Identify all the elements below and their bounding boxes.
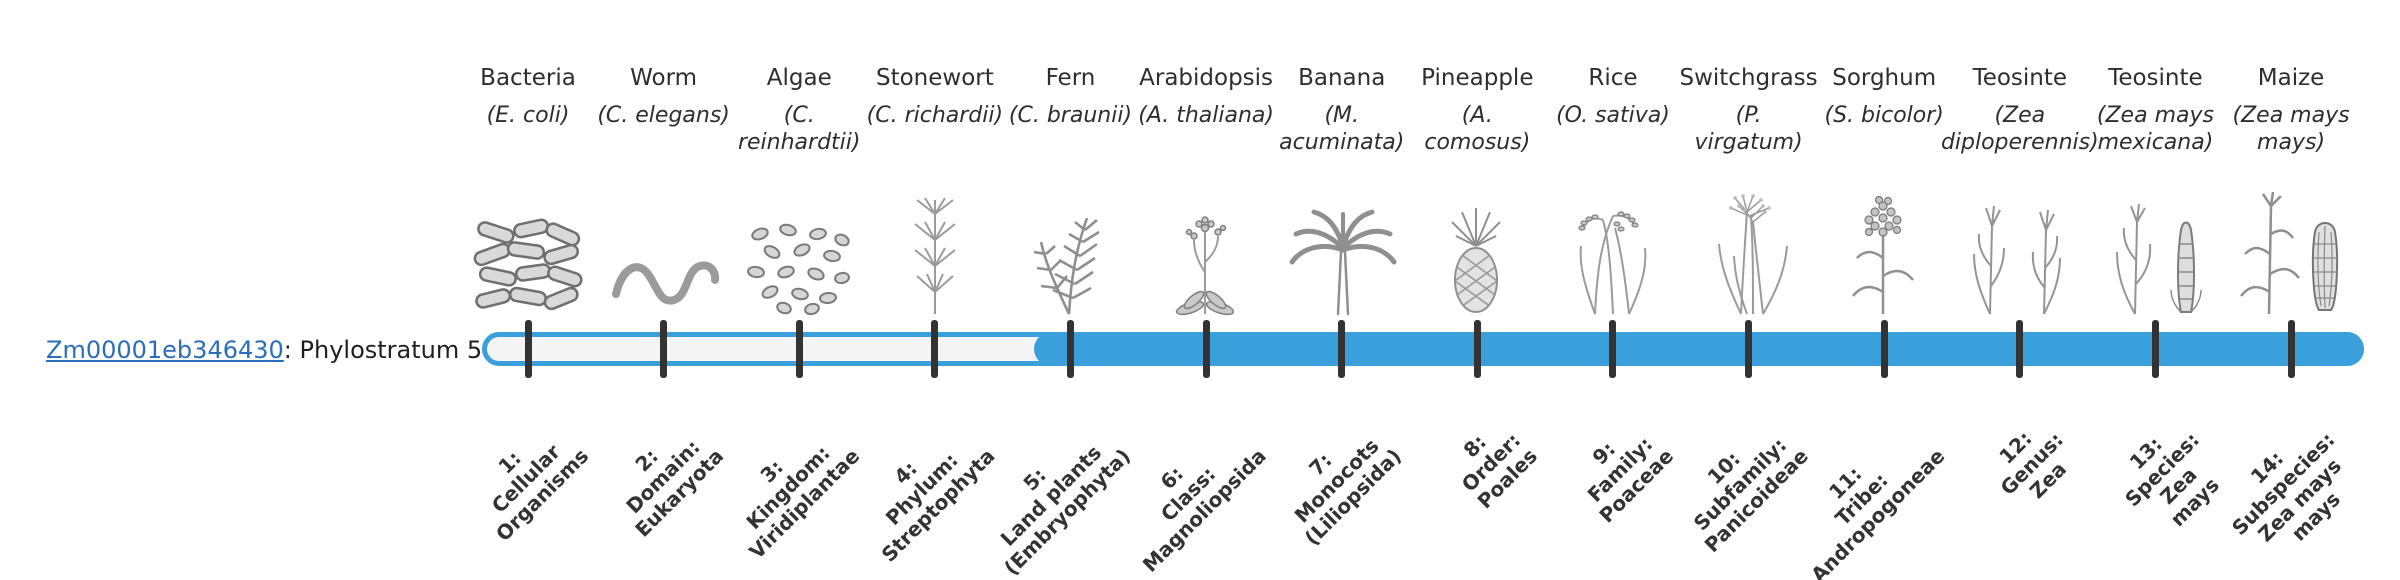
- phylostratum-tick: [660, 320, 668, 378]
- organism-common-name: Algae: [766, 65, 832, 91]
- organism-label: Rice (O. sativa): [1528, 64, 1698, 129]
- maize-icon: [2223, 182, 2359, 316]
- gene-title: Zm00001eb346430: Phylostratum 5: [46, 336, 482, 364]
- organism-scientific-name: (S. bicolor): [1824, 103, 1944, 128]
- worm-icon: [596, 182, 732, 316]
- organism-label: Stonewort (C. richardii): [850, 64, 1020, 129]
- organism-label: Algae (C. reinhardtii): [714, 64, 884, 156]
- organism-common-name: Switchgrass: [1679, 65, 1818, 91]
- banana-icon: [1274, 182, 1410, 316]
- organism-scientific-name: (C. reinhardtii): [737, 103, 861, 155]
- phylostratum-tick: [1338, 320, 1346, 378]
- stratum-label-text: 5: Land plants (Embryophyta): [995, 440, 1136, 580]
- phylostratum-tick: [1473, 320, 1481, 378]
- organism-scientific-name: (C. richardii): [866, 103, 1004, 128]
- phylostratum-tick: [1745, 320, 1753, 378]
- stratum-label-text: 6: Class: Magnoliopsida: [1137, 443, 1271, 577]
- stratum-label-text: 8: Order: Poales: [1456, 428, 1543, 514]
- teosinte-mexicana-icon: [2087, 182, 2223, 316]
- organism-common-name: Fern: [1045, 65, 1096, 91]
- phylostratum-tick: [1609, 320, 1617, 378]
- stonewort-icon: [867, 182, 1003, 316]
- rice-icon: [1545, 182, 1681, 316]
- phylostratum-tick: [1066, 320, 1074, 378]
- organism-common-name: Maize: [2257, 65, 2325, 91]
- organism-scientific-name: (A. thaliana): [1138, 103, 1274, 128]
- organism-label: Teosinte (Zea diploperennis): [1935, 64, 2105, 156]
- organism-scientific-name: (P. virgatum): [1694, 103, 1803, 155]
- phylostratum-tick: [795, 320, 803, 378]
- organism-common-name: Rice: [1588, 65, 1638, 91]
- organism-scientific-name: (A. comosus): [1424, 103, 1531, 155]
- stratum-label-text: 12: Genus: Zea: [1994, 426, 2072, 504]
- teosinte-diploperennis-icon: [1952, 182, 2088, 316]
- switchgrass-icon: [1681, 182, 1817, 316]
- stratum-label-text: 1: Cellular Organisms: [486, 439, 593, 546]
- organism-label: Pineapple (A. comosus): [1392, 64, 1562, 156]
- phylostratum-tick: [1880, 320, 1888, 378]
- organism-scientific-name: (Zea diploperennis): [1940, 103, 2099, 155]
- phylostratum-tick: [1202, 320, 1210, 378]
- organism-label: Bacteria (E. coli): [443, 64, 613, 129]
- bacteria-icon: [460, 182, 596, 316]
- organism-label: Maize (Zea mays mays): [2206, 64, 2376, 156]
- organism-scientific-name: (Zea mays mays): [2232, 103, 2350, 155]
- arabidopsis-icon: [1138, 182, 1274, 316]
- phylostratum-tick: [931, 320, 939, 378]
- sorghum-icon: [1816, 182, 1952, 316]
- organism-scientific-name: (C. elegans): [597, 103, 730, 128]
- phylostratum-tick: [2151, 320, 2159, 378]
- phylostratum-tick: [524, 320, 532, 378]
- stratum-label-text: 4: Phylum: Streptophyta: [876, 443, 1000, 567]
- organism-scientific-name: (M. acuminata): [1279, 103, 1405, 155]
- organism-label: Teosinte (Zea mays mexicana): [2070, 64, 2240, 156]
- stratum-label-text: 14: Subspecies: Zea mays mays: [2227, 427, 2347, 547]
- organism-scientific-name: (Zea mays mexicana): [2096, 103, 2214, 155]
- stratum-label-text: 2: Domain: Eukaryota: [621, 434, 729, 542]
- organism-label: Banana (M. acuminata): [1257, 64, 1427, 156]
- stratum-label-text: 7: Monocots (Liliopsida): [1290, 433, 1407, 551]
- phylostratum-tick: [2287, 320, 2295, 378]
- organism-scientific-name: (E. coli): [486, 103, 570, 128]
- stratum-label-text: 9: Family: Poaceae: [1582, 432, 1678, 528]
- fern-icon: [1002, 182, 1138, 316]
- organism-label: Switchgrass (P. virgatum): [1664, 64, 1834, 156]
- organism-label: Worm (C. elegans): [579, 64, 749, 129]
- organism-label: Fern (C. braunii): [985, 64, 1155, 129]
- organism-scientific-name: (O. sativa): [1556, 103, 1670, 128]
- organism-common-name: Teosinte: [1972, 65, 2068, 91]
- organism-common-name: Stonewort: [875, 65, 994, 91]
- organism-common-name: Arabidopsis: [1139, 65, 1274, 91]
- pineapple-icon: [1409, 182, 1545, 316]
- stratum-label-text: 3: Kingdom: Viridiplantae: [741, 440, 865, 564]
- algae-icon: [731, 182, 867, 316]
- gene-phylostratum-text: : Phylostratum 5: [283, 336, 483, 364]
- stratum-label-text: 11: Tribe: Andropogoneae: [1805, 443, 1949, 580]
- phylostratum-bar-fill: [1034, 332, 2364, 366]
- gene-id-link[interactable]: Zm00001eb346430: [46, 336, 284, 364]
- organism-common-name: Teosinte: [2108, 65, 2203, 91]
- organism-common-name: Pineapple: [1421, 65, 1534, 91]
- organism-label: Arabidopsis (A. thaliana): [1121, 64, 1291, 129]
- stratum-label-text: 13: Species: Zea mays: [2120, 427, 2224, 532]
- phylostratum-tick: [2016, 320, 2024, 378]
- organism-common-name: Worm: [630, 65, 698, 91]
- organism-common-name: Bacteria: [480, 65, 576, 91]
- organism-common-name: Banana: [1298, 65, 1386, 91]
- organism-label: Sorghum (S. bicolor): [1799, 64, 1969, 129]
- organism-common-name: Sorghum: [1832, 65, 1937, 91]
- organism-scientific-name: (C. braunii): [1008, 103, 1133, 128]
